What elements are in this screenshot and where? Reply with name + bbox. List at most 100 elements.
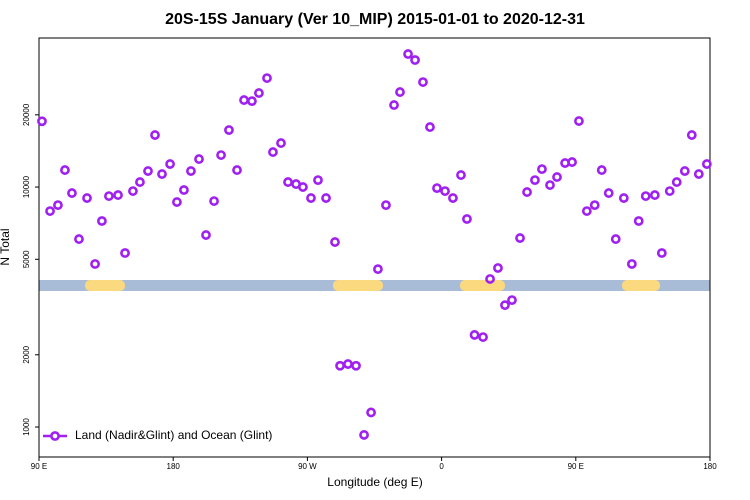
data-point xyxy=(172,197,182,207)
land-strip xyxy=(85,280,125,291)
chart-title: 20S-15S January (Ver 10_MIP) 2015-01-01 … xyxy=(165,11,585,28)
data-point xyxy=(268,147,278,157)
data-point xyxy=(389,100,399,110)
data-point xyxy=(679,166,690,176)
data-point xyxy=(359,430,369,440)
data-point xyxy=(589,200,600,211)
data-point xyxy=(418,77,428,87)
plot-frame xyxy=(38,37,711,458)
data-point xyxy=(239,95,249,105)
data-point xyxy=(395,87,405,97)
data-point xyxy=(37,116,47,127)
data-point xyxy=(224,125,234,135)
data-point xyxy=(74,234,84,244)
data-point xyxy=(186,166,196,176)
data-point xyxy=(686,130,697,140)
data-point xyxy=(693,169,704,179)
data-point xyxy=(545,180,555,190)
land-strip xyxy=(460,280,505,291)
x-tick-label: 90 E xyxy=(31,462,47,471)
data-point xyxy=(179,185,189,195)
data-point xyxy=(552,172,562,182)
data-point xyxy=(157,169,167,179)
legend-label: Land (Nadir&Glint) and Ocean (Glint) xyxy=(75,428,272,442)
data-point xyxy=(53,200,63,211)
legend-marker xyxy=(50,431,60,441)
data-point xyxy=(298,182,308,192)
data-point xyxy=(90,259,100,269)
x-axis-label: Longitude (deg E) xyxy=(327,475,422,489)
x-tick-label: 180 xyxy=(703,462,717,471)
data-point xyxy=(313,175,323,186)
data-point xyxy=(610,234,621,244)
data-point xyxy=(462,214,472,224)
data-point xyxy=(330,237,340,247)
data-point xyxy=(276,138,286,148)
y-tick-label: 10000 xyxy=(22,175,31,198)
data-point xyxy=(306,193,316,203)
data-point xyxy=(67,188,77,198)
data-point xyxy=(507,295,517,305)
data-point xyxy=(581,206,592,216)
land-strip xyxy=(333,280,383,291)
data-point xyxy=(247,96,257,107)
y-tick-label: 20000 xyxy=(22,103,31,126)
data-point xyxy=(335,360,345,371)
data-point xyxy=(60,165,70,175)
y-tick-label: 1000 xyxy=(22,418,31,436)
data-point xyxy=(216,150,226,160)
data-point xyxy=(425,122,435,132)
data-point xyxy=(366,407,376,418)
data-point xyxy=(522,187,532,197)
data-point xyxy=(351,360,361,371)
data-point xyxy=(493,263,503,273)
data-point xyxy=(128,186,138,196)
data-point xyxy=(165,159,175,169)
data-point xyxy=(373,264,383,275)
data-point xyxy=(530,175,540,186)
data-point xyxy=(283,177,293,187)
x-tick-label: 0 xyxy=(439,462,444,471)
data-point xyxy=(262,73,272,83)
data-point xyxy=(209,196,219,206)
surface-strip xyxy=(39,280,710,291)
data-point xyxy=(82,193,92,203)
data-point xyxy=(574,116,584,126)
data-point xyxy=(478,332,488,342)
y-tick-label: 2000 xyxy=(22,345,31,363)
x-tick-label: 90 W xyxy=(298,462,317,471)
x-tick-label: 90 E xyxy=(568,462,584,471)
data-point xyxy=(113,190,123,200)
land-strip xyxy=(622,280,660,291)
data-point xyxy=(603,188,614,198)
y-tick-label: 5000 xyxy=(22,250,31,268)
data-point xyxy=(381,200,391,211)
data-point xyxy=(120,248,130,258)
data-point xyxy=(410,55,420,65)
data-point xyxy=(104,191,114,201)
data-point xyxy=(596,165,607,175)
data-point xyxy=(135,177,145,187)
data-point xyxy=(448,193,458,203)
data-point xyxy=(403,49,413,59)
data-point xyxy=(664,186,675,196)
data-point xyxy=(626,259,637,269)
x-tick-label: 180 xyxy=(167,462,181,471)
data-point xyxy=(143,166,153,176)
data-point xyxy=(567,157,577,167)
data-point xyxy=(232,165,242,175)
data-point xyxy=(485,274,495,284)
y-axis-label: N Total xyxy=(0,228,12,265)
data-point xyxy=(456,170,466,180)
data-point xyxy=(515,233,525,243)
data-point xyxy=(97,216,107,226)
data-point xyxy=(671,177,682,187)
data-point xyxy=(500,300,510,311)
data-point xyxy=(45,206,55,216)
data-point xyxy=(633,216,644,226)
data-point xyxy=(343,359,353,369)
data-point xyxy=(432,183,442,194)
data-point xyxy=(537,164,547,175)
data-point xyxy=(150,130,160,140)
